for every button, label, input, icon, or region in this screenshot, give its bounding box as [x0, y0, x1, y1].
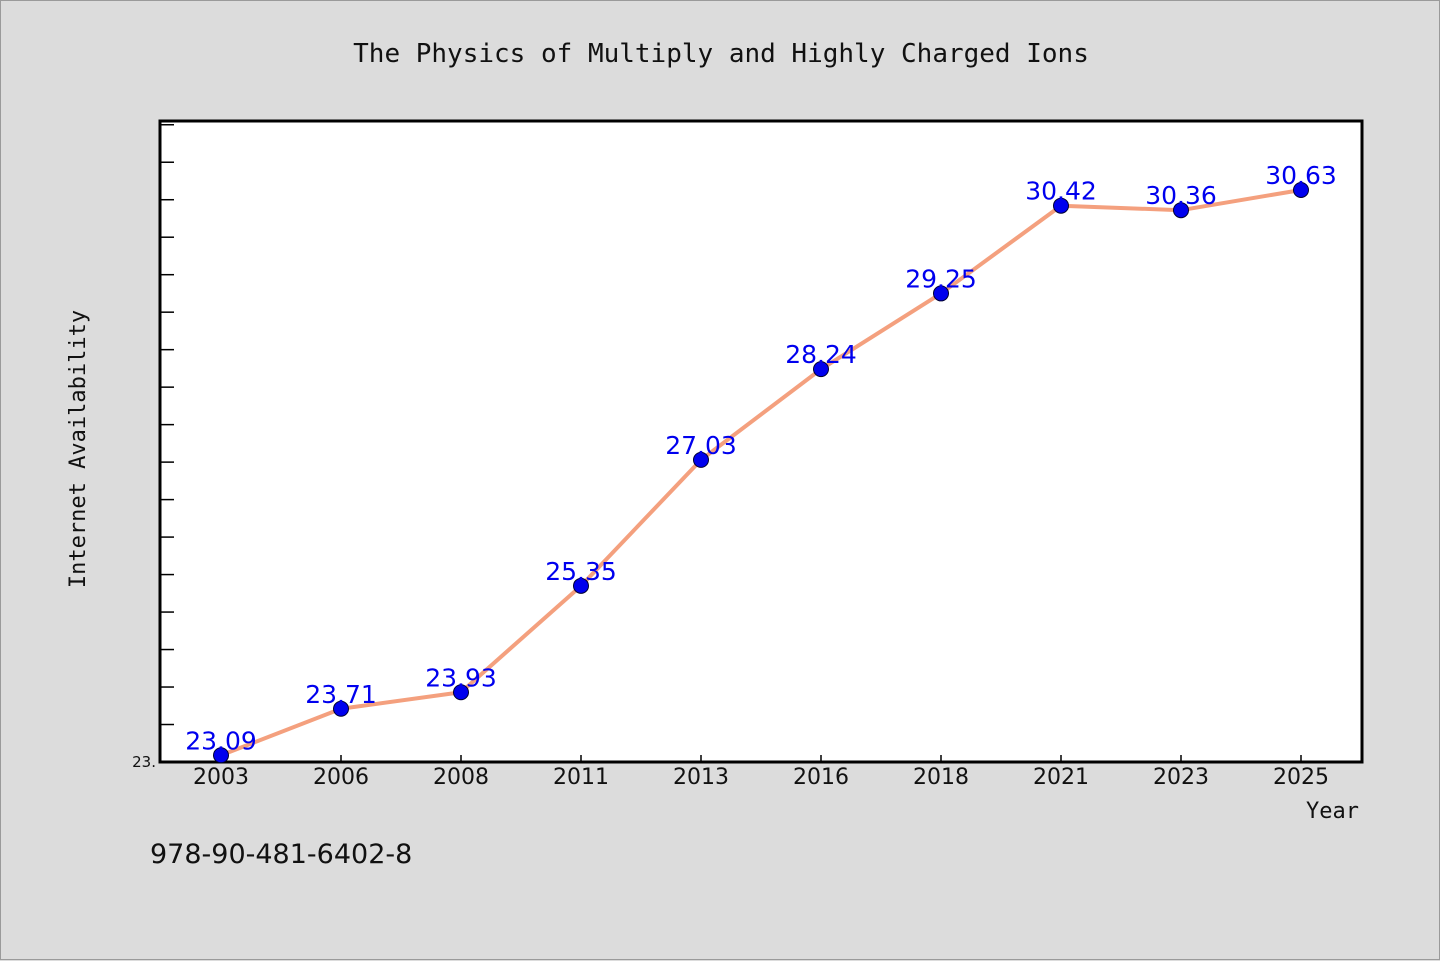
data-label: 27.03	[665, 431, 737, 460]
data-point	[213, 747, 229, 764]
x-tick-label: 2025	[1273, 765, 1329, 790]
x-tick-label: 2008	[433, 765, 489, 790]
data-point	[1293, 181, 1309, 198]
series-layer	[213, 181, 1309, 764]
data-label: 29.25	[905, 264, 977, 293]
x-tick-label: 2003	[193, 765, 249, 790]
isbn-text: 978-90-481-6402-8	[150, 839, 412, 870]
data-point	[813, 361, 829, 378]
x-tick-labels: 2003 2006 2008 2011 2013 2016 2018 2021 2023 2025	[193, 765, 1329, 790]
data-point	[693, 451, 709, 468]
data-label: 30.42	[1025, 177, 1097, 206]
data-point	[1173, 202, 1189, 219]
x-tick-label: 2006	[313, 765, 369, 790]
data-point	[573, 577, 589, 594]
x-tick-label: 2023	[1153, 765, 1209, 790]
plot-area	[158, 119, 1364, 764]
data-label: 30.63	[1265, 161, 1337, 190]
data-point	[1053, 197, 1069, 214]
data-label: 23.71	[305, 680, 377, 709]
data-label: 30.36	[1145, 181, 1217, 210]
series-line	[220, 188, 1302, 758]
data-label: 23.09	[185, 726, 257, 755]
x-tick-label: 2016	[793, 765, 849, 790]
data-label: 28.24	[785, 340, 857, 369]
data-label: 25.35	[545, 557, 617, 586]
y-tick-labels: 23.	[132, 753, 156, 771]
axis-ticks	[160, 123, 1302, 762]
data-point	[933, 285, 949, 302]
x-tick-label: 2011	[553, 765, 609, 790]
y-axis-label: Internet Availability	[66, 310, 91, 588]
data-point	[453, 684, 469, 701]
data-label: 23.93	[425, 663, 497, 692]
y-tick-label: 23.	[132, 753, 156, 771]
data-labels: 23.09 23.71 23.93 25.35 27.03 28.24 29.25 30.42…	[185, 161, 1337, 755]
x-tick-label: 2018	[913, 765, 969, 790]
x-tick-label: 2013	[673, 765, 729, 790]
data-point	[333, 700, 349, 717]
chart-title: The Physics of Multiply and Highly Charg…	[353, 39, 1089, 69]
x-tick-label: 2021	[1033, 765, 1089, 790]
x-axis-label: Year	[1306, 799, 1359, 824]
